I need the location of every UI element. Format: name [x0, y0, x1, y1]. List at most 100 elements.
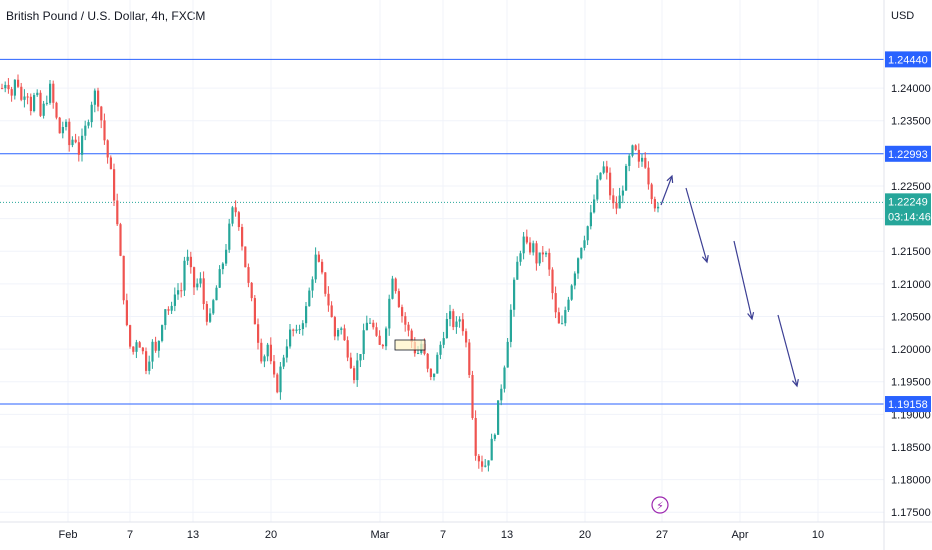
x-tick-label: 13 — [501, 529, 513, 541]
level-price-label: 1.22993 — [888, 149, 928, 161]
consolidation-box[interactable] — [394, 339, 426, 351]
candle-body — [618, 195, 621, 209]
x-tick-label: 20 — [265, 529, 277, 541]
candle-body — [417, 352, 420, 354]
x-tick-label: 10 — [812, 529, 824, 541]
candle-body — [650, 184, 653, 200]
candle-body — [257, 324, 260, 343]
candle-body — [241, 227, 244, 247]
candle-countdown: 03:14:46 — [888, 211, 931, 223]
level-price-label: 1.24440 — [888, 54, 928, 66]
candle-body — [388, 298, 391, 329]
candle-body — [305, 306, 308, 324]
y-tick-label: 1.21500 — [891, 246, 931, 258]
candle-body — [506, 341, 509, 368]
candle-body — [314, 254, 317, 280]
candle-body — [209, 313, 212, 322]
candle-body — [497, 400, 500, 435]
candle-body — [541, 252, 544, 255]
projection-arrow[interactable] — [660, 175, 673, 206]
candle-body — [570, 285, 573, 300]
candle-body — [266, 344, 269, 357]
projection-arrow[interactable] — [777, 314, 798, 387]
candle-body — [577, 258, 580, 274]
x-tick-label: Apr — [731, 529, 748, 541]
candle-body — [260, 342, 263, 362]
candle-body — [621, 190, 624, 196]
candle-body — [170, 305, 173, 311]
candle-body — [532, 243, 535, 253]
candle-body — [295, 329, 298, 331]
candle-body — [375, 327, 378, 336]
candle-body — [113, 169, 116, 201]
candle-body — [481, 461, 484, 467]
candle-body — [151, 341, 154, 362]
candle-body — [81, 135, 84, 155]
candle-body — [161, 325, 164, 341]
candle-body — [477, 455, 480, 462]
chart-title: British Pound / U.S. Dollar, 4h, FXCM — [6, 9, 206, 23]
candle-body — [33, 95, 36, 112]
candle-body — [39, 92, 42, 116]
candle-body — [365, 322, 368, 331]
candle-body — [564, 310, 567, 324]
candle-body — [36, 92, 39, 96]
level-price-badge — [885, 145, 931, 162]
candle-body — [468, 342, 471, 375]
candle-body — [397, 291, 400, 308]
candle-body — [401, 307, 404, 317]
candle-body — [122, 255, 125, 301]
candle-body — [529, 242, 532, 253]
candle-body — [465, 331, 468, 343]
candle-body — [631, 145, 634, 156]
candle-body — [247, 267, 250, 283]
event-marker-icon[interactable] — [651, 496, 669, 514]
candle-body — [68, 121, 71, 146]
candle-body — [167, 309, 170, 311]
candle-body — [333, 317, 336, 337]
projection-arrow[interactable] — [733, 240, 753, 320]
y-tick-label: 1.19500 — [891, 377, 931, 389]
candle-body — [343, 328, 346, 341]
candle-body — [641, 157, 644, 162]
candle-body — [279, 366, 282, 393]
candle-body — [97, 90, 100, 107]
y-tick-label: 1.23500 — [891, 116, 931, 128]
candle-body — [593, 199, 596, 213]
candle-body — [154, 341, 157, 351]
x-tick-label: 7 — [440, 529, 446, 541]
candle-body — [202, 278, 205, 304]
candle-body — [100, 106, 103, 121]
candle-body — [349, 357, 352, 369]
candle-body — [61, 127, 64, 134]
candle-body — [90, 104, 93, 123]
projection-annotations: ⚡ — [394, 174, 799, 514]
candle-body — [449, 311, 452, 319]
candle-body — [346, 340, 349, 358]
candle-body — [557, 312, 560, 324]
candle-body — [519, 253, 522, 262]
candle-body — [609, 172, 612, 196]
candle-body — [583, 240, 586, 248]
candle-body — [231, 207, 234, 224]
time-axis[interactable]: Feb 7 13 20 Mar 7 13 20 27 Apr 10 — [59, 529, 825, 541]
grid-lines — [0, 0, 884, 522]
candle-body — [141, 347, 144, 352]
candle-body — [193, 267, 196, 288]
candle-body — [52, 83, 55, 103]
x-tick-label: Mar — [371, 529, 390, 541]
candle-body — [602, 166, 605, 173]
candle-body — [458, 319, 461, 322]
candle-body — [285, 346, 288, 358]
candle-body — [573, 273, 576, 286]
candle-body — [308, 290, 311, 307]
x-tick-label: 27 — [656, 529, 668, 541]
candle-body — [378, 335, 381, 345]
level-price-badge — [885, 396, 931, 413]
projection-arrow[interactable] — [685, 187, 708, 263]
candle-body — [317, 254, 320, 262]
candle-body — [119, 224, 122, 256]
price-axis[interactable]: USD 1.240001.235001.225001.220001.215001… — [891, 10, 931, 519]
candle-body — [138, 342, 141, 348]
